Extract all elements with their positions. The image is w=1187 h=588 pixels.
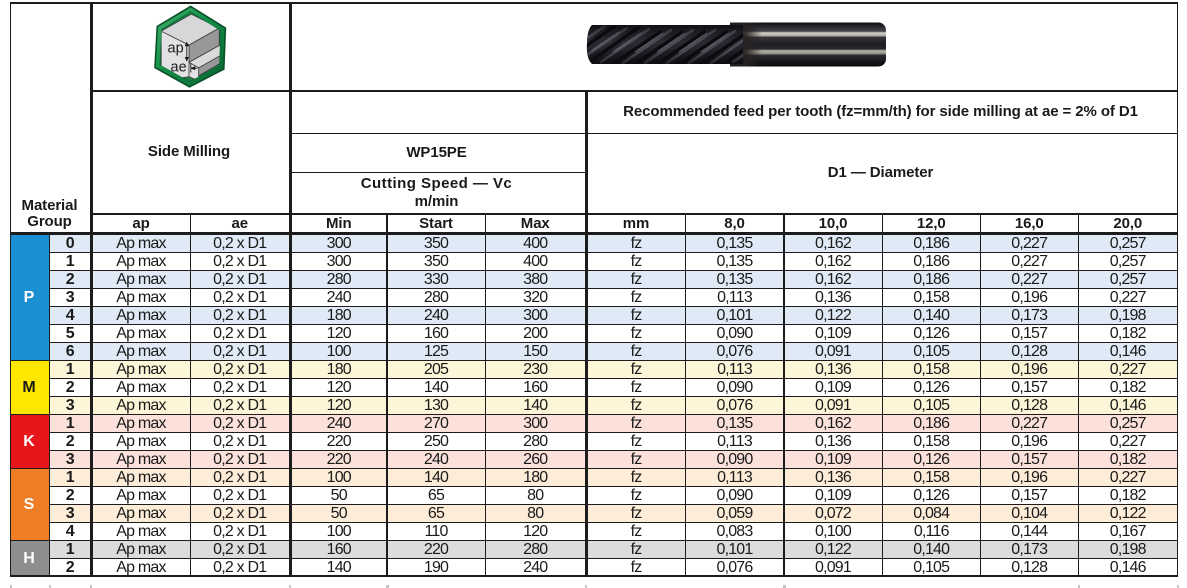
svg-text:ap: ap xyxy=(168,41,184,57)
svg-text:ae: ae xyxy=(171,60,187,76)
